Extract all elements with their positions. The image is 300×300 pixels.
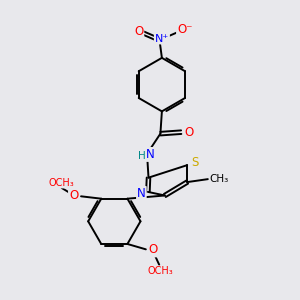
Text: H: H [138, 151, 146, 161]
Text: CH₃: CH₃ [210, 174, 229, 184]
Text: N: N [137, 187, 146, 200]
Text: N⁺: N⁺ [155, 34, 169, 44]
Text: OCH₃: OCH₃ [48, 178, 74, 188]
Text: O: O [134, 25, 143, 38]
Text: O: O [148, 243, 158, 256]
Text: O⁻: O⁻ [177, 22, 193, 35]
Text: S: S [191, 156, 198, 169]
Text: OCH₃: OCH₃ [148, 266, 174, 276]
Text: O: O [184, 126, 194, 139]
Text: O: O [69, 189, 78, 202]
Text: N: N [146, 148, 155, 161]
